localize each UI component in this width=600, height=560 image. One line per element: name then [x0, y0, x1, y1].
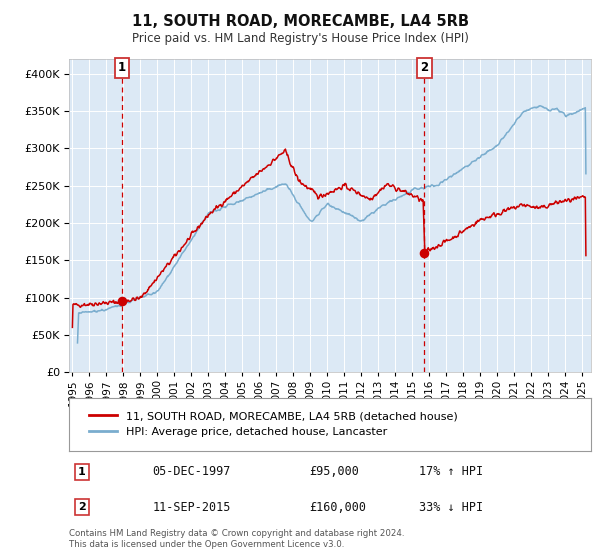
- Text: 2: 2: [420, 61, 428, 74]
- Text: £95,000: £95,000: [309, 465, 359, 478]
- Text: Price paid vs. HM Land Registry's House Price Index (HPI): Price paid vs. HM Land Registry's House …: [131, 32, 469, 45]
- Text: 11, SOUTH ROAD, MORECAMBE, LA4 5RB: 11, SOUTH ROAD, MORECAMBE, LA4 5RB: [131, 14, 469, 29]
- Text: Contains HM Land Registry data © Crown copyright and database right 2024.
This d: Contains HM Land Registry data © Crown c…: [69, 529, 404, 549]
- Text: 05-DEC-1997: 05-DEC-1997: [152, 465, 231, 478]
- Text: 2: 2: [78, 502, 86, 512]
- Text: 11-SEP-2015: 11-SEP-2015: [152, 501, 231, 514]
- Text: 17% ↑ HPI: 17% ↑ HPI: [419, 465, 483, 478]
- Text: 33% ↓ HPI: 33% ↓ HPI: [419, 501, 483, 514]
- Legend: 11, SOUTH ROAD, MORECAMBE, LA4 5RB (detached house), HPI: Average price, detache: 11, SOUTH ROAD, MORECAMBE, LA4 5RB (deta…: [85, 407, 463, 442]
- Point: [419, 249, 429, 258]
- Text: £160,000: £160,000: [309, 501, 366, 514]
- Text: 1: 1: [78, 466, 86, 477]
- Point: [117, 297, 127, 306]
- Text: 1: 1: [118, 61, 126, 74]
